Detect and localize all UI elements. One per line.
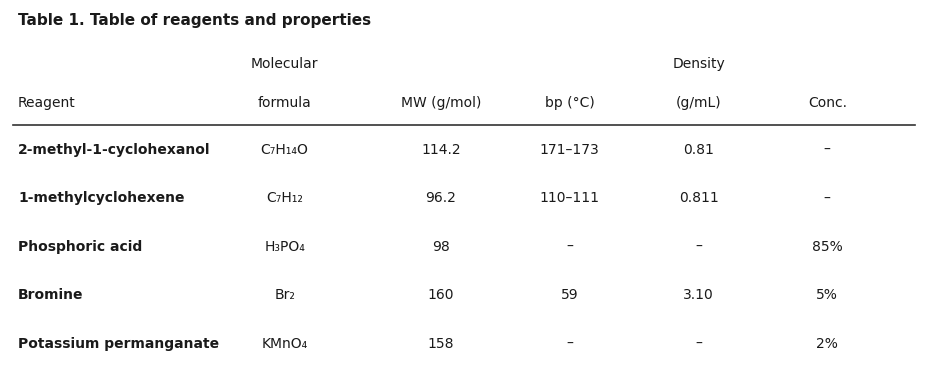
Text: C₇H₁₂: C₇H₁₂	[266, 191, 303, 205]
Text: 98: 98	[432, 240, 450, 254]
Text: formula: formula	[258, 96, 311, 110]
Text: Conc.: Conc.	[806, 96, 845, 110]
Text: Phosphoric acid: Phosphoric acid	[18, 240, 142, 254]
Text: 2-methyl-1-cyclohexanol: 2-methyl-1-cyclohexanol	[18, 143, 210, 157]
Text: –: –	[565, 240, 573, 254]
Text: 1-methylcyclohexene: 1-methylcyclohexene	[18, 191, 184, 205]
Text: Br₂: Br₂	[274, 289, 295, 302]
Text: 2%: 2%	[816, 337, 837, 351]
Text: 114.2: 114.2	[421, 143, 461, 157]
Text: 171–173: 171–173	[540, 143, 599, 157]
Text: Table 1. Table of reagents and properties: Table 1. Table of reagents and propertie…	[18, 13, 371, 28]
Text: –: –	[694, 240, 701, 254]
Text: 96.2: 96.2	[425, 191, 456, 205]
Text: 59: 59	[560, 289, 578, 302]
Text: MW (g/mol): MW (g/mol)	[400, 96, 481, 110]
Text: 85%: 85%	[811, 240, 842, 254]
Text: C₇H₁₄O: C₇H₁₄O	[260, 143, 309, 157]
Text: KMnO₄: KMnO₄	[261, 337, 308, 351]
Text: bp (°C): bp (°C)	[544, 96, 594, 110]
Text: 160: 160	[427, 289, 454, 302]
Text: Bromine: Bromine	[18, 289, 83, 302]
Text: H₃PO₄: H₃PO₄	[264, 240, 305, 254]
Text: Reagent: Reagent	[18, 96, 76, 110]
Text: Molecular: Molecular	[250, 57, 318, 71]
Text: –: –	[823, 191, 830, 205]
Text: 5%: 5%	[816, 289, 837, 302]
Text: 158: 158	[427, 337, 454, 351]
Text: 110–111: 110–111	[540, 191, 599, 205]
Text: (g/mL): (g/mL)	[675, 96, 720, 110]
Text: –: –	[565, 337, 573, 351]
Text: 0.81: 0.81	[682, 143, 713, 157]
Text: –: –	[694, 337, 701, 351]
Text: Potassium permanganate: Potassium permanganate	[18, 337, 219, 351]
Text: 3.10: 3.10	[682, 289, 713, 302]
Text: 0.811: 0.811	[678, 191, 717, 205]
Text: Density: Density	[671, 57, 724, 71]
Text: –: –	[823, 143, 830, 157]
